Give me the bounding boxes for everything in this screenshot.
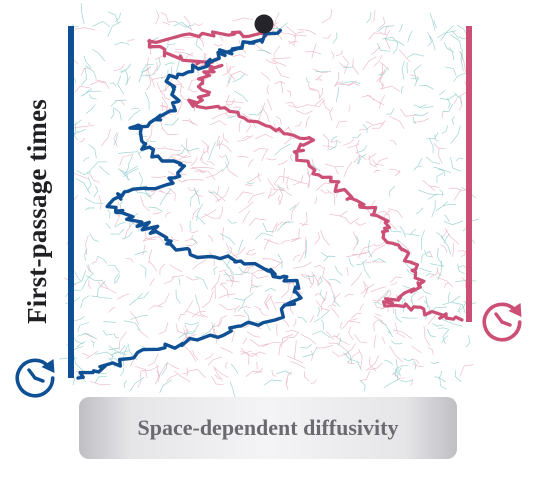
clock-arrow-icon [482,302,522,342]
caption-label: Space-dependent diffusivity [137,415,399,440]
lipid-molecules [59,3,480,398]
caption-bar: Space-dependent diffusivity [79,397,457,459]
clock-arrow-icon [15,358,55,398]
blue-trajectory [76,28,303,380]
start-particle-dot [254,14,274,34]
red-trajectory [147,30,464,322]
first-passage-times-label: First-passage times [22,98,52,324]
molecular-texture [59,3,480,398]
water-molecules [64,9,474,391]
